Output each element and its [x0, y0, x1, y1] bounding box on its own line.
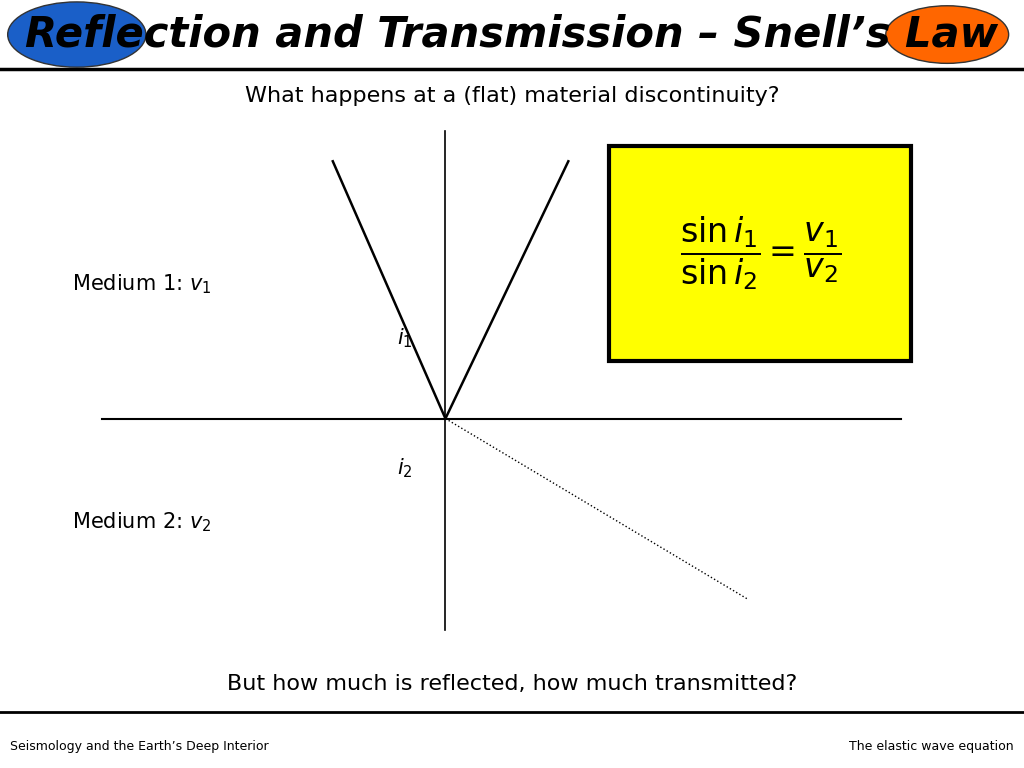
Ellipse shape — [886, 6, 1009, 64]
Text: Reflection and Transmission – Snell’s Law: Reflection and Transmission – Snell’s La… — [26, 14, 998, 55]
Text: Medium 1: $v_1$: Medium 1: $v_1$ — [72, 273, 211, 296]
Ellipse shape — [7, 2, 146, 68]
Bar — [0, 0, 1024, 69]
Bar — [609, 146, 911, 361]
Text: The elastic wave equation: The elastic wave equation — [849, 740, 1014, 753]
Text: But how much is reflected, how much transmitted?: But how much is reflected, how much tran… — [227, 674, 797, 694]
Text: Medium 2: $v_2$: Medium 2: $v_2$ — [72, 511, 211, 534]
Text: $\dfrac{\sin i_1}{\sin i_2} = \dfrac{v_1}{v_2}$: $\dfrac{\sin i_1}{\sin i_2} = \dfrac{v_1… — [680, 214, 841, 293]
Text: Seismology and the Earth’s Deep Interior: Seismology and the Earth’s Deep Interior — [10, 740, 269, 753]
Text: $i_2$: $i_2$ — [396, 457, 413, 480]
Text: What happens at a (flat) material discontinuity?: What happens at a (flat) material discon… — [245, 86, 779, 106]
Text: $i_1$: $i_1$ — [396, 326, 413, 349]
